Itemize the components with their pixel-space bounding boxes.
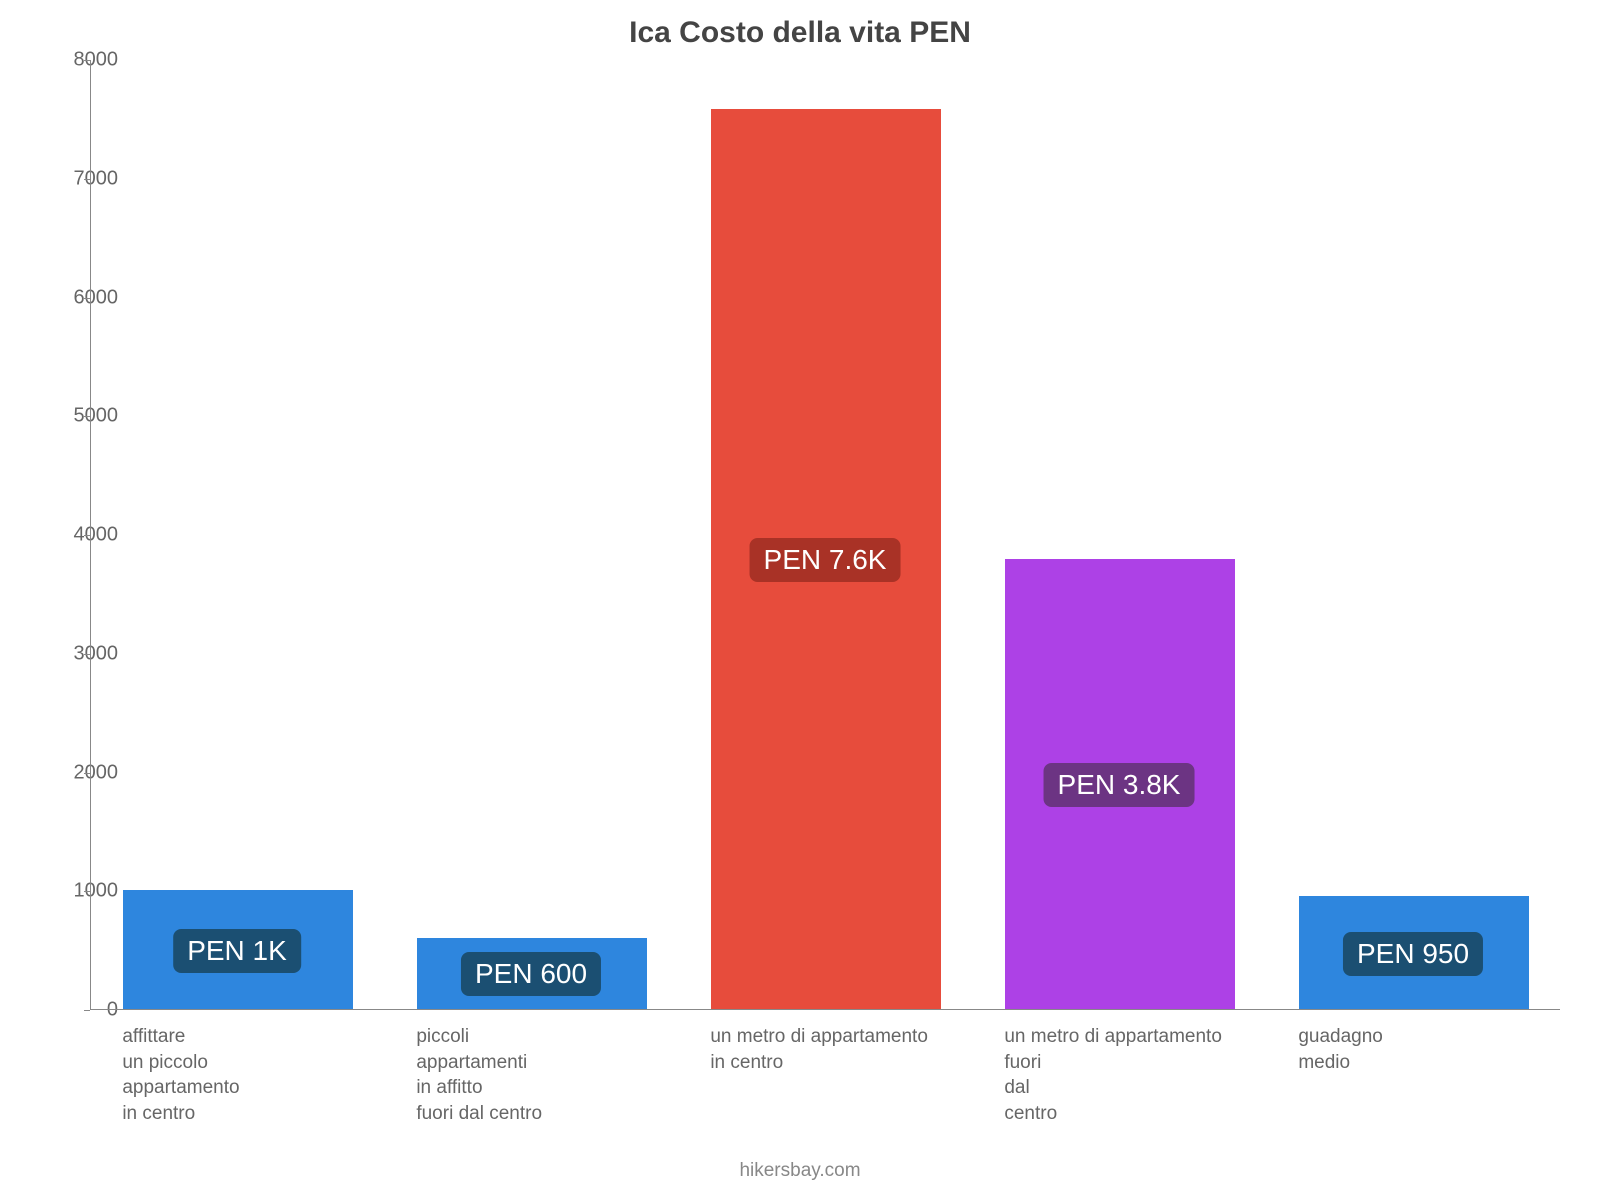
x-axis-label: affittare un piccolo appartamento in cen… [122, 1024, 351, 1127]
chart-footer: hikersbay.com [0, 1160, 1600, 1182]
value-badge: PEN 7.6K [750, 538, 901, 582]
value-badge: PEN 950 [1343, 932, 1483, 976]
chart-container: Ica Costo della vita PEN 010002000300040… [0, 0, 1600, 1200]
value-badge: PEN 1K [173, 929, 301, 973]
chart-title: Ica Costo della vita PEN [0, 16, 1600, 50]
x-axis-label: piccoli appartamenti in affitto fuori da… [416, 1024, 645, 1127]
value-badge: PEN 3.8K [1044, 763, 1195, 807]
y-tick-mark [84, 1010, 90, 1011]
x-axis-label: guadagno medio [1298, 1024, 1527, 1075]
x-axis-label: un metro di appartamento fuori dal centr… [1004, 1024, 1233, 1127]
x-axis-label: un metro di appartamento in centro [710, 1024, 939, 1075]
plot-area [90, 60, 1560, 1010]
value-badge: PEN 600 [461, 952, 601, 996]
